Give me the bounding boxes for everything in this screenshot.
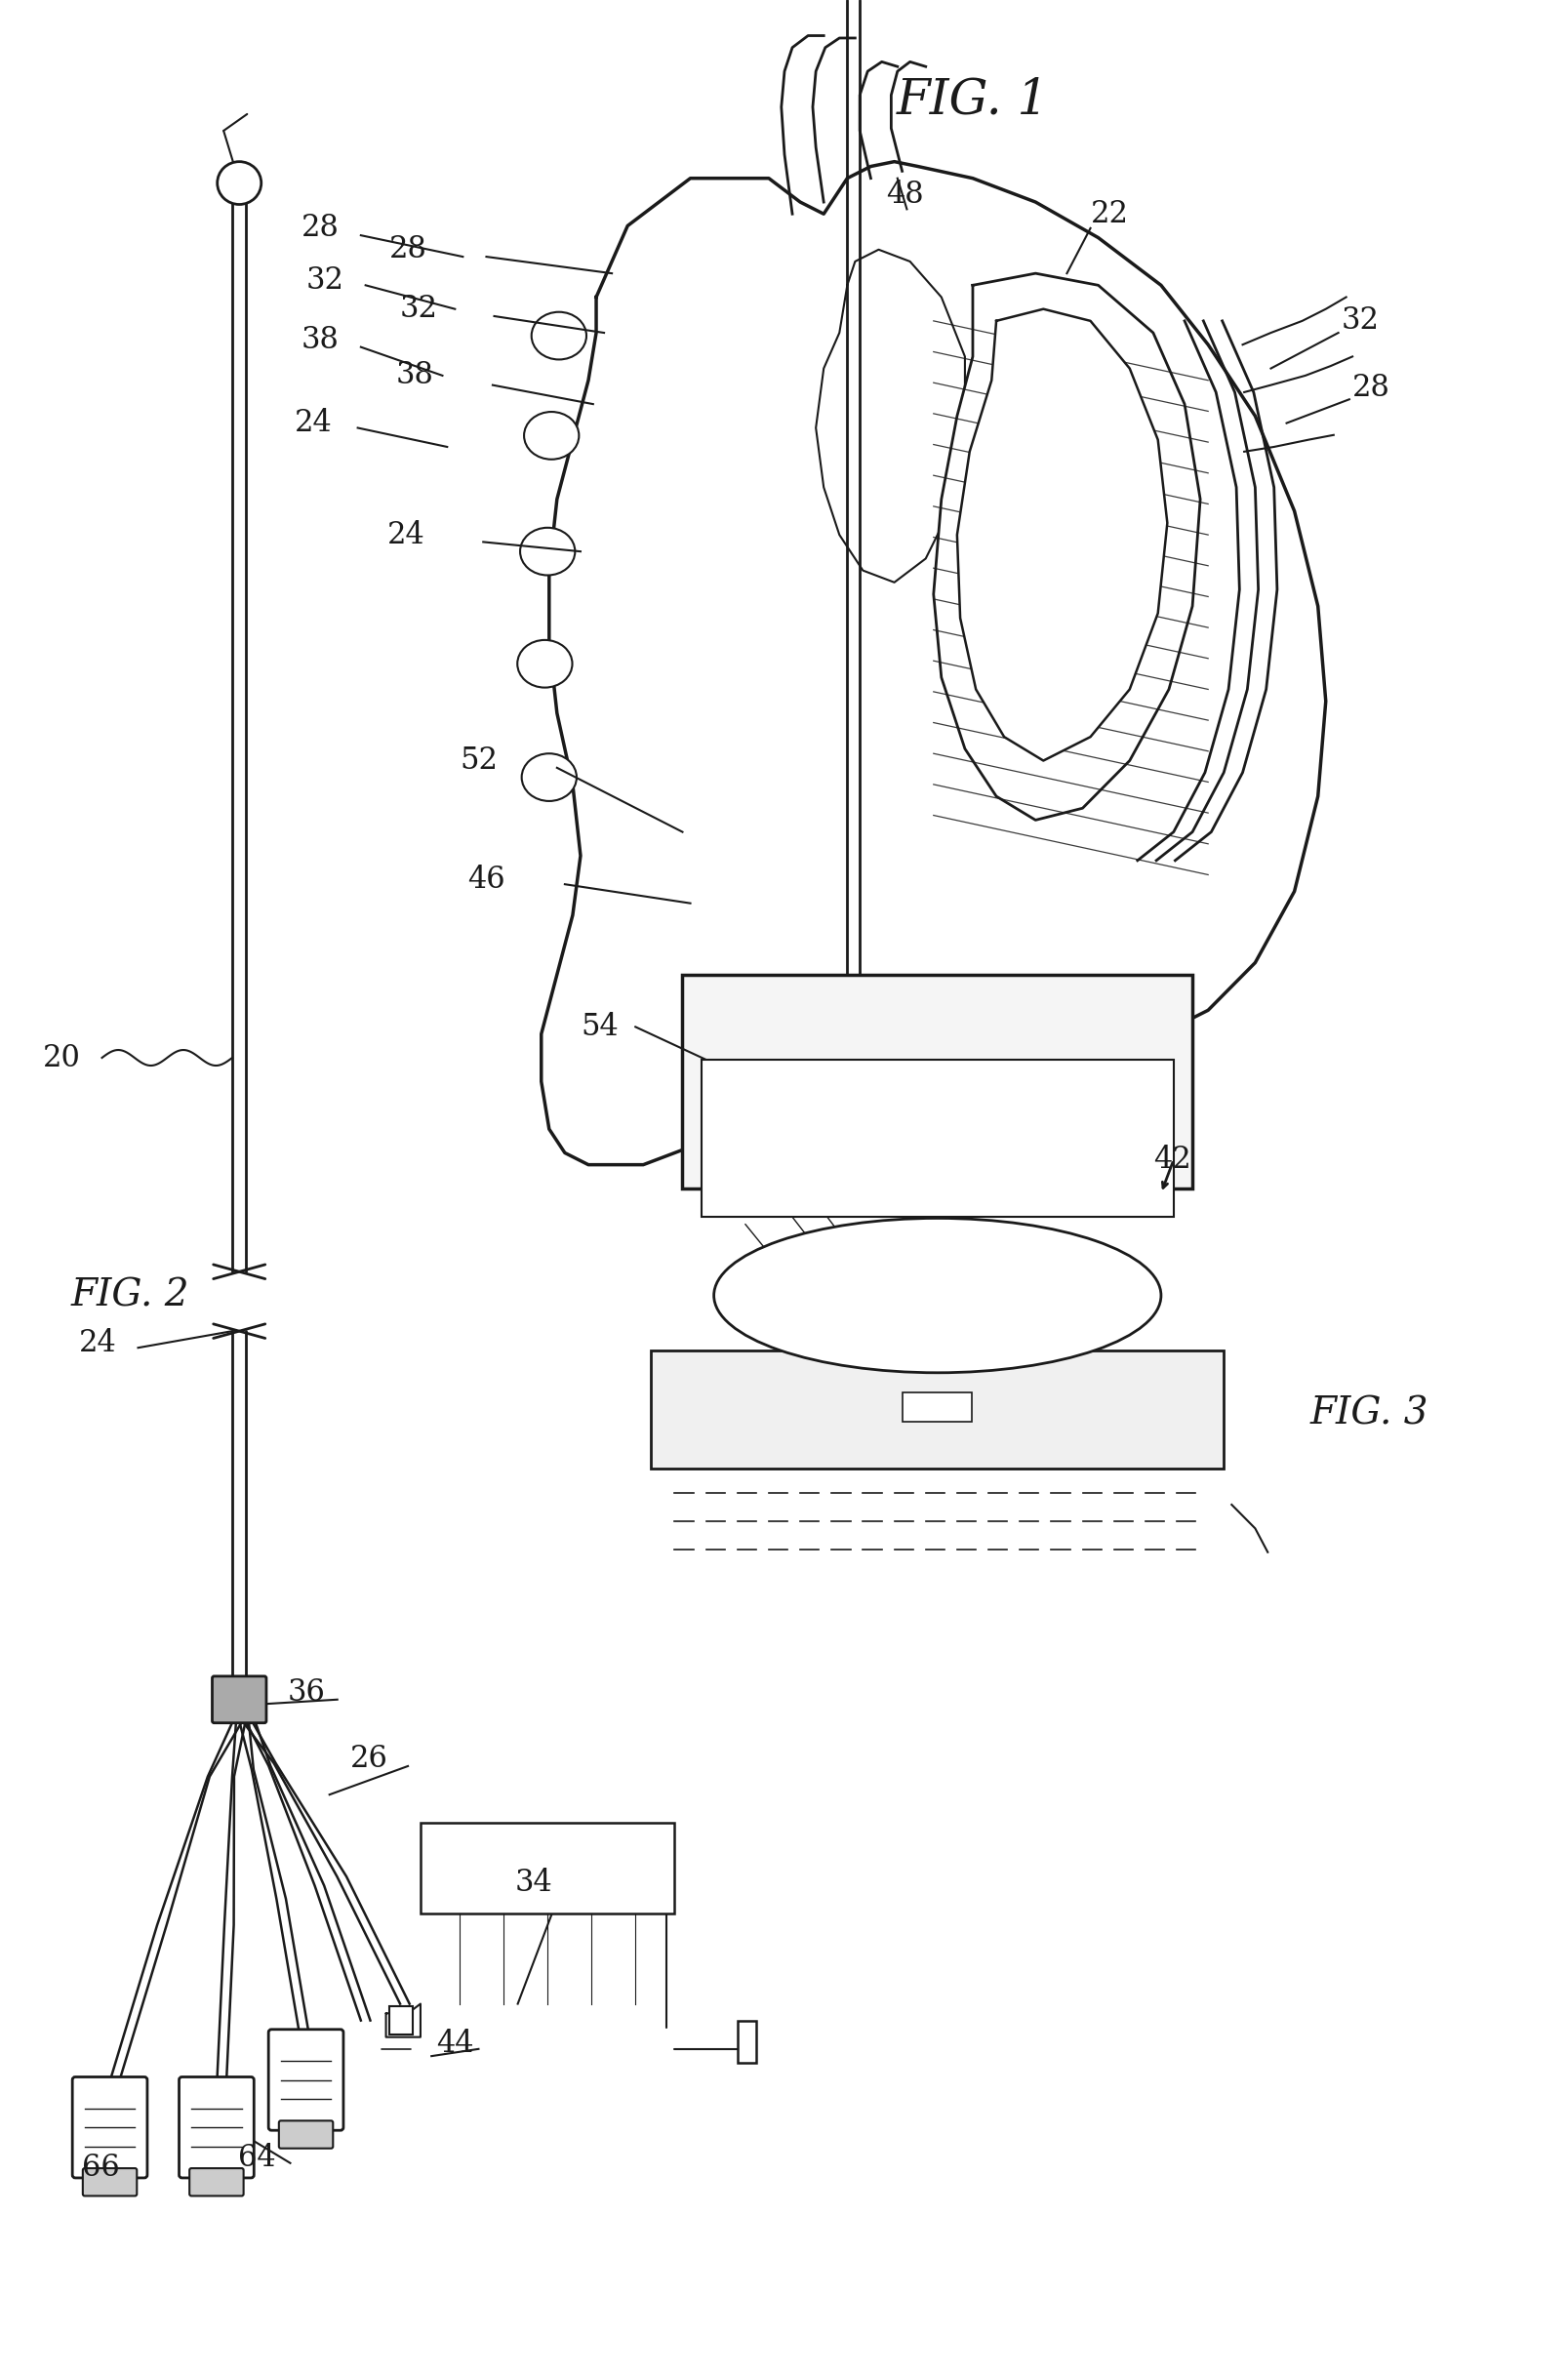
Bar — [903, 1393, 971, 1421]
Polygon shape — [956, 309, 1167, 761]
FancyBboxPatch shape — [72, 2077, 147, 2177]
Text: 46: 46 — [467, 865, 505, 894]
Text: 64: 64 — [238, 2144, 276, 2173]
Ellipse shape — [713, 1217, 1160, 1372]
Ellipse shape — [532, 311, 586, 359]
Ellipse shape — [521, 754, 575, 801]
FancyBboxPatch shape — [190, 2168, 243, 2196]
FancyBboxPatch shape — [212, 1676, 267, 1723]
Ellipse shape — [216, 162, 260, 204]
FancyBboxPatch shape — [268, 2030, 343, 2130]
Text: 32: 32 — [306, 266, 343, 295]
Text: 38: 38 — [301, 326, 339, 354]
Bar — [737, 2020, 756, 2063]
Text: 32: 32 — [1341, 307, 1378, 335]
FancyBboxPatch shape — [279, 2120, 332, 2149]
Text: 22: 22 — [1090, 200, 1127, 228]
Text: 52: 52 — [459, 746, 497, 775]
Ellipse shape — [524, 411, 579, 459]
Polygon shape — [933, 273, 1200, 820]
Text: 36: 36 — [287, 1678, 325, 1707]
FancyBboxPatch shape — [179, 2077, 254, 2177]
Text: 66: 66 — [82, 2154, 119, 2182]
Bar — [881, 1336, 993, 1402]
Text: 34: 34 — [514, 1868, 552, 1897]
Text: 26: 26 — [350, 1745, 387, 1773]
Bar — [682, 975, 1192, 1188]
Bar — [389, 2006, 412, 2035]
Text: 32: 32 — [400, 295, 437, 323]
Text: 28: 28 — [389, 235, 426, 264]
Text: 24: 24 — [387, 521, 425, 549]
Polygon shape — [386, 2004, 420, 2037]
Text: 24: 24 — [295, 409, 332, 437]
Bar — [420, 1823, 674, 1913]
Ellipse shape — [521, 528, 574, 575]
Text: FIG. 1: FIG. 1 — [895, 76, 1049, 124]
Text: 28: 28 — [301, 214, 339, 242]
Text: FIG. 3: FIG. 3 — [1309, 1395, 1428, 1433]
Text: 28: 28 — [1352, 373, 1389, 402]
Ellipse shape — [517, 639, 572, 687]
Text: 38: 38 — [395, 361, 433, 390]
Text: 20: 20 — [42, 1044, 80, 1072]
Bar — [651, 1350, 1223, 1469]
Text: 44: 44 — [436, 2030, 474, 2058]
Text: 54: 54 — [580, 1013, 618, 1041]
Text: 24: 24 — [78, 1329, 116, 1357]
Text: FIG. 2: FIG. 2 — [71, 1276, 190, 1314]
Text: 42: 42 — [1152, 1146, 1190, 1174]
FancyBboxPatch shape — [83, 2168, 136, 2196]
Bar — [701, 1060, 1173, 1217]
Text: 48: 48 — [886, 181, 924, 209]
